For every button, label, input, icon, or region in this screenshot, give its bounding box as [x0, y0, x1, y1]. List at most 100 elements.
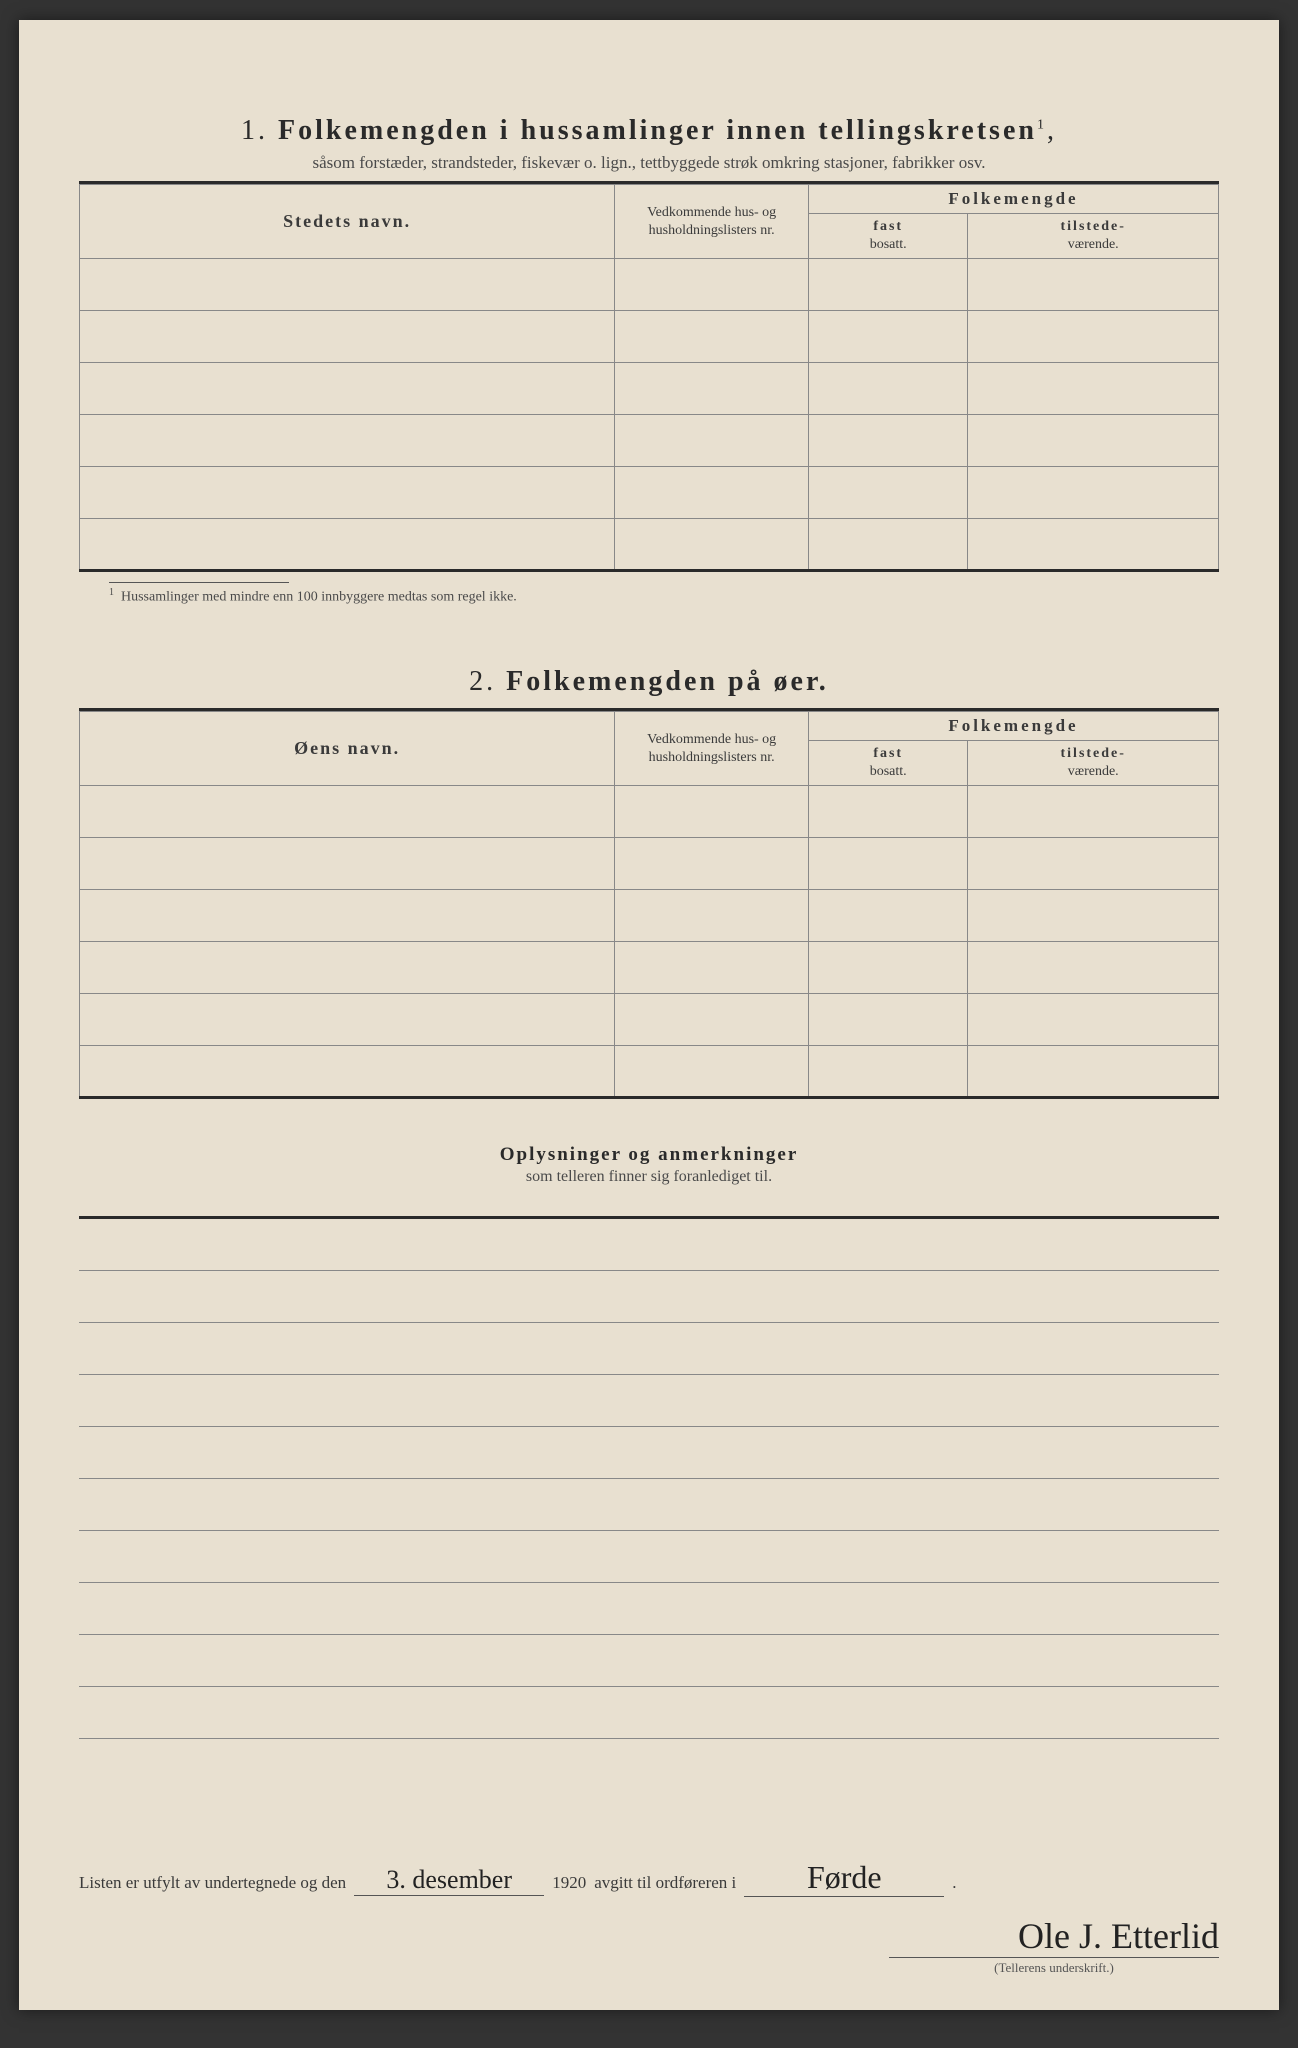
table-cell: [808, 415, 968, 467]
section1-col-fast: fast bosatt.: [808, 214, 968, 259]
signature-year: 1920: [552, 1873, 586, 1893]
note-line: [79, 1635, 1219, 1687]
section1-heading: 1. Folkemengden i hussamlinger innen tel…: [79, 115, 1219, 147]
table-cell: [615, 519, 809, 571]
table-cell: [968, 467, 1219, 519]
table-cell: [615, 363, 809, 415]
table-row: [80, 519, 1219, 571]
table-cell: [80, 890, 615, 942]
table-cell: [615, 467, 809, 519]
section2-col-folk: Folkemengde: [808, 712, 1218, 741]
signature-text-before: Listen er utfylt av undertegnede og den: [79, 1873, 346, 1893]
table-cell: [615, 890, 809, 942]
section1-col-ref: Vedkommende hus- og husholdningslisters …: [615, 185, 809, 259]
section1-col-tilstede: tilstede- værende.: [968, 214, 1219, 259]
note-line: [79, 1583, 1219, 1635]
section3-subtitle: som telleren finner sig foranlediget til…: [79, 1168, 1219, 1186]
table-cell: [808, 942, 968, 994]
table-row: [80, 890, 1219, 942]
table-cell: [808, 259, 968, 311]
section1-col-name: Stedets navn.: [80, 185, 615, 259]
signature-date-handwritten: 3. desember: [354, 1865, 544, 1896]
section1-footnote: 1 Hussamlinger med mindre enn 100 innbyg…: [109, 587, 1219, 606]
table-row: [80, 467, 1219, 519]
table-cell: [80, 838, 615, 890]
table-cell: [615, 1046, 809, 1098]
table-cell: [808, 890, 968, 942]
signature-signer: Ole J. Etterlid: [889, 1915, 1219, 1958]
table-row: [80, 363, 1219, 415]
table-row: [80, 786, 1219, 838]
table-cell: [80, 415, 615, 467]
table-row: [80, 942, 1219, 994]
table-cell: [80, 259, 615, 311]
table-cell: [808, 311, 968, 363]
section2-rows: [80, 786, 1219, 1098]
table-cell: [808, 363, 968, 415]
table-cell: [80, 994, 615, 1046]
section1-subtitle: såsom forstæder, strandsteder, fiskevær …: [79, 153, 1219, 173]
signature-place-handwritten: Førde: [744, 1859, 944, 1897]
section1-col-folk: Folkemengde: [808, 185, 1218, 214]
table-cell: [615, 838, 809, 890]
table-cell: [615, 994, 809, 1046]
section2-col-ref: Vedkommende hus- og husholdningslisters …: [615, 712, 809, 786]
table-row: [80, 838, 1219, 890]
table-cell: [808, 519, 968, 571]
section2-title-text: Folkemengden på øer.: [506, 666, 829, 697]
table-cell: [968, 1046, 1219, 1098]
footnote-rule: [109, 582, 289, 583]
signature-text-after: avgitt til ordføreren i: [594, 1873, 736, 1893]
table-cell: [968, 363, 1219, 415]
table-cell: [968, 994, 1219, 1046]
table-cell: [968, 890, 1219, 942]
table-cell: [968, 786, 1219, 838]
signature-caption: (Tellerens underskrift.): [889, 1960, 1219, 1976]
census-form-page: 1. Folkemengden i hussamlinger innen tel…: [19, 20, 1279, 2010]
table-cell: [968, 838, 1219, 890]
signature-block: Listen er utfylt av undertegnede og den …: [79, 1859, 1219, 1897]
table-cell: [615, 415, 809, 467]
table-cell: [968, 259, 1219, 311]
table-cell: [615, 259, 809, 311]
table-cell: [80, 786, 615, 838]
note-line: [79, 1687, 1219, 1739]
table-cell: [80, 519, 615, 571]
note-line: [79, 1375, 1219, 1427]
table-cell: [615, 786, 809, 838]
note-line: [79, 1271, 1219, 1323]
note-line: [79, 1323, 1219, 1375]
table-row: [80, 1046, 1219, 1098]
table-cell: [968, 519, 1219, 571]
section1-table: Stedets navn. Vedkommende hus- og hushol…: [79, 184, 1219, 572]
table-cell: [968, 415, 1219, 467]
table-row: [80, 311, 1219, 363]
section1-title-text: Folkemengden i hussamlinger innen tellin…: [278, 115, 1037, 146]
table-cell: [80, 363, 615, 415]
table-cell: [808, 838, 968, 890]
section3-heading: Oplysninger og anmerkninger: [79, 1144, 1219, 1166]
table-cell: [808, 1046, 968, 1098]
section2-number: 2.: [469, 666, 496, 697]
table-cell: [808, 467, 968, 519]
section2-col-tilstede: tilstede- værende.: [968, 741, 1219, 786]
section2-col-fast: fast bosatt.: [808, 741, 968, 786]
table-cell: [615, 942, 809, 994]
table-cell: [80, 942, 615, 994]
table-cell: [808, 786, 968, 838]
table-cell: [80, 1046, 615, 1098]
section1-footnote-ref: 1: [1037, 118, 1047, 133]
table-cell: [80, 311, 615, 363]
section3-lines: [79, 1219, 1219, 1739]
table-cell: [968, 311, 1219, 363]
section2-heading: 2. Folkemengden på øer.: [79, 666, 1219, 698]
table-cell: [968, 942, 1219, 994]
table-cell: [808, 994, 968, 1046]
section2-table: Øens navn. Vedkommende hus- og husholdni…: [79, 711, 1219, 1099]
note-line: [79, 1427, 1219, 1479]
table-cell: [80, 467, 615, 519]
section2-col-name: Øens navn.: [80, 712, 615, 786]
table-row: [80, 994, 1219, 1046]
table-row: [80, 415, 1219, 467]
section1-number: 1.: [241, 115, 268, 146]
